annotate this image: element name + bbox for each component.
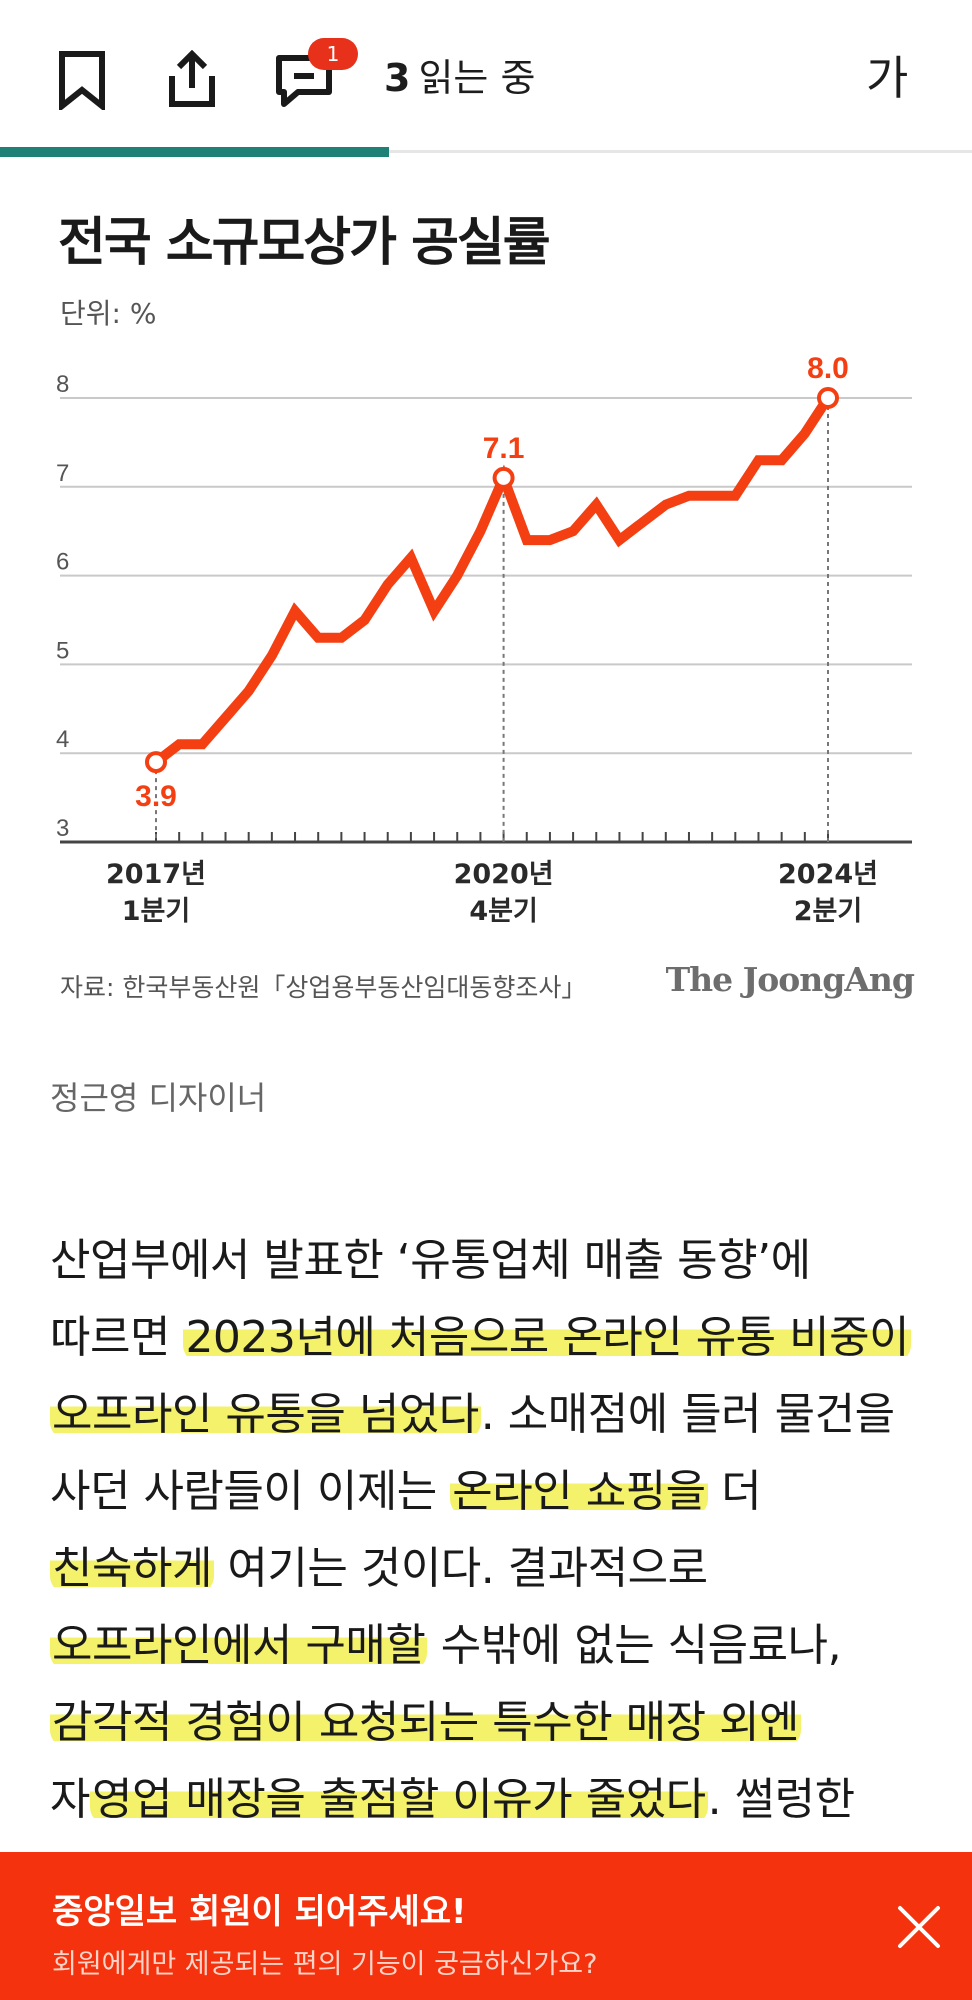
reading-now-indicator: 3 읽는 중 <box>384 50 535 106</box>
article-line: 감각적 경험이 요청되는 특수한 매장 외엔 <box>50 1684 930 1761</box>
y-tick-label: 8 <box>56 371 69 398</box>
x-tick-label: 2024년 <box>778 859 878 890</box>
y-tick-label: 5 <box>56 637 69 664</box>
membership-banner[interactable]: 중앙일보 회원이 되어주세요! 회원에게만 제공되는 편의 기능이 궁금하신가요… <box>0 1852 972 2000</box>
x-tick-label: 2분기 <box>794 896 862 927</box>
body-text: 따르면 <box>50 1312 184 1363</box>
body-text: . 소매점에 들러 물건을 <box>480 1389 895 1440</box>
read-progress-bar <box>0 147 972 157</box>
highlighted-text: 온라인 쇼핑을 <box>450 1466 708 1517</box>
body-text: 더 <box>707 1466 762 1517</box>
banner-subtitle: 회원에게만 제공되는 편의 기능이 궁금하신가요? <box>52 1949 598 1980</box>
data-label: 3.9 <box>135 780 177 813</box>
highlighted-text: 오프라인 유통을 넘었다 <box>50 1389 481 1440</box>
x-tick-label: 2020년 <box>454 859 554 890</box>
article-line: 자영업 매장을 출점할 이유가 줄었다. 썰렁한 <box>50 1761 930 1838</box>
x-tick-label: 2017년 <box>106 859 206 890</box>
body-text: 수밖에 없는 식음료나, <box>427 1620 842 1671</box>
close-icon[interactable] <box>896 1904 942 1950</box>
chart-unit: 단위: % <box>60 297 157 330</box>
article-toolbar: 1 3 읽는 중 가 <box>0 0 972 157</box>
reading-text: 읽는 중 <box>418 56 536 100</box>
body-text: 여기는 것이다. 결과적으로 <box>213 1543 708 1594</box>
reading-count: 3 <box>384 56 411 100</box>
banner-title: 중앙일보 회원이 되어주세요! <box>52 1892 467 1932</box>
y-tick-label: 3 <box>56 815 69 842</box>
read-progress-fill <box>0 147 389 157</box>
publisher-logo: The JoongAng <box>665 960 915 999</box>
data-label: 7.1 <box>483 432 525 465</box>
article-line: 친숙하게 여기는 것이다. 결과적으로 <box>50 1530 930 1607</box>
body-text: 사던 사람들이 이제는 <box>50 1466 451 1517</box>
body-text: . 썰렁한 <box>707 1774 855 1825</box>
chart-source: 자료: 한국부동산원「상업용부동산임대동향조사」 <box>60 973 587 1002</box>
body-text: 산업부에서 발표한 ‘유통업체 매출 동향’에 <box>50 1235 811 1286</box>
comment-count-badge: 1 <box>308 38 358 70</box>
font-size-button[interactable]: 가 <box>866 51 909 105</box>
article-line: 오프라인에서 구매할 수밖에 없는 식음료나, <box>50 1607 930 1684</box>
article-line: 따르면 2023년에 처음으로 온라인 유통 비중이 <box>50 1299 930 1376</box>
vacancy-rate-chart: 전국 소규모상가 공실률 단위: % 3 4 5 6 7 8 3.9 7.1 8.0 2017년 1… <box>0 160 972 1040</box>
bookmark-icon[interactable] <box>52 50 112 110</box>
data-point-marker <box>492 466 515 489</box>
share-icon[interactable] <box>162 50 222 110</box>
highlighted-text: 2023년에 처음으로 온라인 유통 비중이 <box>183 1312 912 1363</box>
article-line: 사던 사람들이 이제는 온라인 쇼핑을 더 <box>50 1453 930 1530</box>
highlighted-text: 친숙하게 <box>50 1543 214 1594</box>
data-label: 8.0 <box>807 352 849 385</box>
image-caption: 정근영 디자이너 <box>50 1079 267 1117</box>
body-text: 자 <box>50 1774 90 1825</box>
data-point-marker <box>817 387 839 409</box>
article-line: 오프라인 유통을 넘었다. 소매점에 들러 물건을 <box>50 1376 930 1453</box>
x-tick-label: 4분기 <box>469 896 537 927</box>
highlighted-text: 감각적 경험이 요청되는 특수한 매장 외엔 <box>50 1697 802 1748</box>
highlighted-text: 영업 매장을 출점할 이유가 줄었다 <box>89 1774 708 1825</box>
y-tick-label: 7 <box>56 460 69 487</box>
data-point-marker <box>145 751 167 774</box>
series-line <box>152 395 833 767</box>
y-tick-label: 6 <box>56 549 69 576</box>
y-tick-label: 4 <box>56 726 69 753</box>
highlighted-text: 오프라인에서 구매할 <box>50 1620 428 1671</box>
x-tick-label: 1분기 <box>122 896 190 927</box>
chart-title: 전국 소규모상가 공실률 <box>58 213 551 273</box>
line-chart-plot: 3 4 5 6 7 8 3.9 7.1 8.0 2017년 1분기 2020년 4분기 2024년 2분기 <box>56 352 912 927</box>
article-line: 산업부에서 발표한 ‘유통업체 매출 동향’에 <box>50 1222 930 1299</box>
